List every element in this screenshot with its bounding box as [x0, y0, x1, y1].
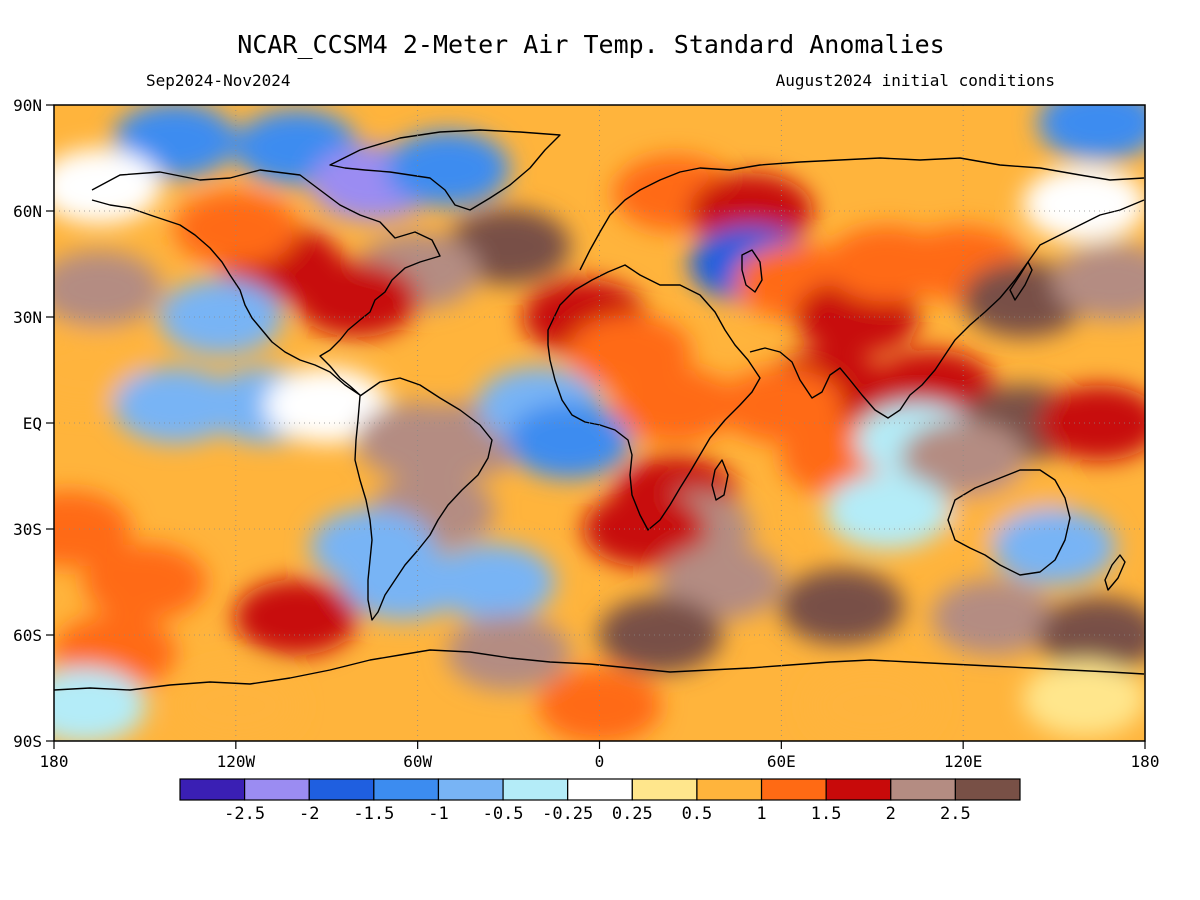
coastline-new-zealand — [1104, 554, 1126, 591]
colorbar-swatch — [502, 778, 569, 801]
longitude-tick-label: 0 — [595, 752, 605, 771]
colorbar — [179, 778, 1021, 801]
anomaly-region — [810, 667, 935, 741]
latitude-tick-label: 60S — [13, 626, 42, 645]
colorbar-label: 1 — [756, 804, 766, 824]
colorbar-label: -0.5 — [483, 804, 524, 824]
anomaly-region — [658, 544, 783, 620]
colorbar-label: 0.25 — [612, 804, 653, 824]
colorbar-label: -1.5 — [353, 804, 394, 824]
colorbar-swatch — [760, 778, 827, 801]
colorbar-swatch — [567, 778, 633, 801]
longitude-tick-label: 120W — [217, 752, 256, 771]
coastline-greenland — [329, 129, 561, 211]
anomaly-region — [113, 367, 238, 444]
anomaly-region — [1052, 243, 1145, 320]
coastline-caspian — [741, 249, 763, 293]
anomaly-region — [901, 420, 1026, 497]
anomaly-region — [431, 544, 556, 620]
colorbar-label: 1.5 — [811, 804, 842, 824]
anomaly-region — [385, 130, 510, 207]
anomaly-region — [234, 579, 359, 656]
map-panel — [54, 105, 1145, 741]
colorbar-labels: -2.5 -2 -1.5 -1 -0.5 -0.25 0.25 0.5 1 1.5 2 2.5 — [224, 804, 971, 824]
colorbar-label: -0.25 — [542, 804, 593, 824]
colorbar-swatch — [308, 778, 375, 801]
latitude-tick-label: 30S — [13, 520, 42, 539]
colorbar-swatch — [890, 778, 956, 801]
longitude-tick-label: 180 — [40, 752, 69, 771]
anomaly-region — [82, 544, 207, 620]
longitude-tick-label: 60W — [403, 752, 432, 771]
anomaly-region — [1037, 385, 1145, 461]
colorbar-label: 2 — [886, 804, 896, 824]
colorbar-swatch — [437, 778, 504, 801]
anomaly-region — [613, 367, 738, 444]
longitude-labels: 180 120W 60W 0 60E 120E 180 — [40, 741, 1160, 771]
anomaly-region — [158, 279, 283, 355]
anomaly-region — [992, 508, 1117, 585]
latitude-tick-label: 60N — [13, 202, 42, 221]
colorbar-swatch — [244, 778, 310, 801]
anomaly-region — [54, 491, 132, 567]
anomaly-region — [1037, 105, 1145, 161]
anomaly-region — [1037, 597, 1145, 673]
coastline-madagascar — [711, 459, 729, 501]
colorbar-label: -2 — [299, 804, 319, 824]
colorbar-swatch — [179, 778, 246, 801]
anomaly-region — [173, 667, 298, 741]
coastline-europe-asia-north — [579, 157, 1145, 271]
anomaly-region — [54, 250, 162, 327]
coastline-asia-east — [749, 199, 1145, 419]
anomaly-region — [689, 173, 814, 249]
anomaly-region — [173, 190, 298, 267]
latitude-tick-label: 30N — [13, 308, 42, 327]
coastline-north-america — [91, 169, 441, 396]
coastline-south-america — [354, 377, 493, 621]
latitude-tick-label: EQ — [23, 414, 42, 433]
latitude-labels: 90N 60N 30N EQ 30S 60S 90S — [13, 96, 54, 751]
anomaly-region — [340, 544, 465, 620]
anomaly-region — [54, 667, 147, 741]
anomaly-region — [825, 473, 950, 550]
anomaly-region — [598, 597, 723, 673]
colorbar-swatch — [825, 778, 892, 801]
initial-conditions-label: August2024 initial conditions — [776, 71, 1055, 90]
longitude-tick-label: 180 — [1131, 752, 1160, 771]
anomaly-region — [507, 402, 632, 479]
anomaly-region — [537, 667, 662, 741]
colorbar-swatch — [696, 778, 763, 801]
anomaly-region — [779, 568, 904, 645]
anomaly-region — [1022, 660, 1145, 737]
colorbar-swatch — [954, 778, 1021, 801]
coastline-antarctica — [54, 649, 1145, 691]
coastline-australia — [947, 469, 1071, 576]
valid-period-label: Sep2024-Nov2024 — [146, 71, 291, 90]
anomaly-region — [931, 579, 1056, 656]
colorbar-swatch — [373, 778, 440, 801]
anomaly-region — [446, 614, 571, 691]
longitude-tick-label: 120E — [944, 752, 983, 771]
chart-title: NCAR_CCSM4 2-Meter Air Temp. Standard An… — [237, 30, 944, 59]
colorbar-label: 0.5 — [682, 804, 713, 824]
colorbar-label: 2.5 — [940, 804, 971, 824]
anomaly-region — [54, 148, 162, 225]
latitude-tick-label: 90N — [13, 96, 42, 115]
anomaly-field — [54, 105, 1145, 741]
colorbar-label: -1 — [428, 804, 448, 824]
colorbar-label: -2.5 — [224, 804, 265, 824]
coastline-japan — [1009, 261, 1033, 301]
latitude-tick-label: 90S — [13, 732, 42, 751]
anomaly-region — [1022, 165, 1145, 242]
longitude-tick-label: 60E — [767, 752, 796, 771]
gridlines — [54, 105, 1145, 741]
colorbar-swatch — [631, 778, 698, 801]
